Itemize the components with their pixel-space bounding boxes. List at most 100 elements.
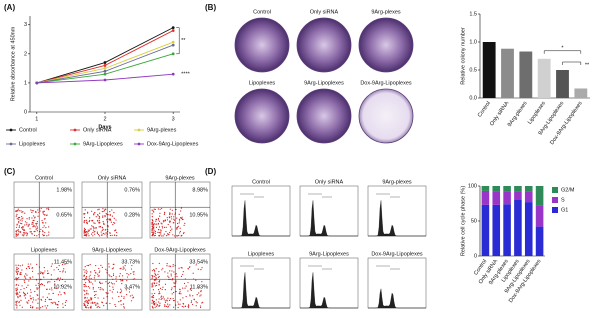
cell-dot: [104, 233, 106, 235]
cell-dot: [27, 263, 29, 265]
cell-dot: [89, 228, 91, 230]
cell-dot: [35, 224, 38, 226]
cell-dot: [48, 209, 50, 211]
image-label: Dox-9Arg-Lipoplexes: [360, 80, 412, 86]
cell-dot: [84, 282, 87, 284]
cell-dot: [179, 291, 181, 293]
cell-dot: [151, 274, 153, 277]
data-point: [171, 72, 175, 76]
quadrant-percent: 8.98%: [192, 187, 208, 193]
cell-dot: [84, 306, 87, 308]
cell-dot: [107, 292, 109, 294]
cell-dot: [155, 226, 158, 228]
cell-dot: [41, 222, 44, 224]
cell-dot: [19, 231, 22, 233]
cell-dot: [86, 306, 88, 309]
cell-dot: [36, 235, 38, 237]
cell-dot: [23, 287, 25, 290]
plot-label: Control: [252, 179, 270, 185]
cell-dot: [16, 273, 18, 276]
quadrant-percent: 1.98%: [56, 187, 72, 193]
colony-dish: [358, 88, 414, 144]
cell-dot: [26, 233, 28, 235]
cell-dot: [170, 275, 172, 277]
cell-dot: [118, 295, 120, 298]
cell-dot: [37, 273, 39, 275]
y-tick-label: 0: [24, 109, 27, 115]
cell-dot: [129, 295, 132, 297]
cell-dot: [57, 268, 59, 271]
cell-dot: [180, 210, 182, 212]
cell-dot: [97, 215, 99, 217]
cell-dot: [166, 300, 168, 302]
cell-dot: [15, 270, 17, 272]
cell-dot: [151, 213, 153, 215]
cell-dot: [192, 272, 194, 274]
cell-dot: [37, 215, 39, 217]
cell-dot: [151, 270, 154, 272]
cell-dot: [35, 228, 37, 230]
cell-dot: [178, 222, 180, 224]
cell-dot: [120, 300, 122, 302]
cell-dot: [168, 216, 170, 218]
cell-dot: [98, 267, 100, 270]
cell-dot: [182, 302, 184, 305]
cell-dot: [83, 216, 86, 219]
cell-dot: [17, 293, 19, 295]
cell-dot: [196, 302, 198, 304]
cell-dot: [90, 302, 92, 304]
cell-dot: [155, 299, 158, 301]
cell-dot: [16, 278, 18, 280]
cell-dot: [133, 273, 135, 275]
cell-dot: [48, 231, 50, 233]
cell-dot: [32, 221, 34, 224]
quadrant-percent: 0.28%: [124, 213, 140, 219]
cell-dot: [30, 291, 32, 294]
cell-dot: [33, 225, 35, 228]
cell-dot: [124, 265, 126, 267]
cell-dot: [36, 288, 38, 290]
cell-dot: [109, 289, 111, 291]
cell-dot: [161, 269, 163, 271]
cell-dot: [56, 287, 58, 289]
cell-dot: [171, 209, 173, 211]
cell-dot: [109, 302, 111, 305]
cell-dot: [161, 207, 163, 210]
cell-dot: [113, 263, 115, 265]
cell-dot: [49, 281, 51, 283]
cell-dot: [89, 217, 91, 219]
cell-dot: [43, 213, 45, 215]
significance-bracket: [562, 61, 582, 65]
cell-dot: [103, 209, 106, 211]
cell-dot: [179, 230, 181, 233]
cell-dot: [155, 219, 158, 221]
data-point: [171, 40, 175, 44]
cell-dot: [185, 295, 187, 298]
cell-dot: [24, 221, 27, 223]
cell-dot: [92, 225, 94, 228]
cell-dot: [183, 224, 185, 226]
cell-dot: [99, 270, 101, 272]
cell-dot: [32, 297, 34, 299]
cell-dot: [183, 282, 186, 285]
bar-segment: [535, 226, 544, 256]
cell-dot: [182, 218, 184, 221]
cell-dot: [157, 223, 159, 225]
cell-dot: [36, 263, 38, 265]
cell-dot: [131, 294, 133, 296]
cell-dot: [111, 209, 113, 211]
quadrant-percent: 3.47%: [124, 285, 140, 291]
cell-dot: [89, 274, 91, 276]
x-tick-label: 3: [172, 116, 175, 122]
cell-dot: [169, 231, 171, 234]
cell-dot: [175, 280, 177, 282]
bar-segment: [492, 186, 501, 192]
quadrant-percent: 0.65%: [56, 213, 72, 219]
cell-dot: [18, 226, 20, 228]
bar-segment: [503, 191, 511, 205]
cell-dot: [173, 222, 175, 224]
cell-dot: [63, 268, 65, 270]
y-tick-label: 0: [474, 253, 477, 259]
cell-dot: [19, 291, 21, 293]
cell-dot: [169, 221, 171, 223]
